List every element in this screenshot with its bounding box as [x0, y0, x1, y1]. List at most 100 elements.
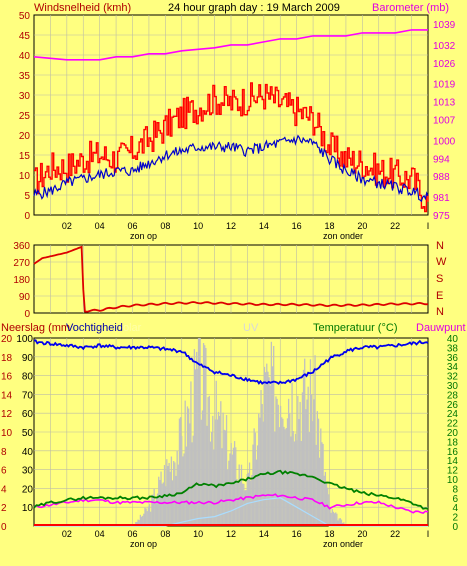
solar-bar [150, 511, 152, 526]
temperature-y-tick-label: 26 [447, 400, 459, 411]
solar-bar [196, 351, 198, 526]
x-tick-label: 20 [357, 529, 367, 539]
solar-bar [264, 372, 267, 526]
solar-bar [228, 460, 230, 526]
solar-bar [232, 447, 235, 526]
solar-bar [207, 397, 209, 526]
barometer-y-tick-label: 1032 [433, 41, 456, 52]
solar-bar [165, 486, 167, 526]
compass-letter: E [436, 290, 443, 302]
solar-label: olar [123, 322, 142, 334]
vochtigheid-label: Vochtigheid [66, 322, 123, 334]
x-tick-label: 08 [160, 529, 170, 539]
compass-letter: N [436, 306, 444, 318]
solar-bar [176, 450, 178, 526]
solar-bar [136, 521, 138, 526]
rain-y-tick-label: 16 [1, 372, 13, 383]
temperature-y-tick-label: 0 [452, 522, 458, 533]
rain-y-tick-label: 6 [1, 466, 7, 477]
solar-bar [223, 429, 225, 526]
temperatuur-label: Temperatuur (°C) [313, 322, 397, 334]
wind-y-tick-label: 40 [19, 51, 31, 62]
solar-bar [276, 398, 278, 526]
barometer-y-tick-label: 1007 [433, 115, 456, 126]
solar-bar [252, 444, 254, 526]
rain-y-tick-label: 8 [1, 447, 7, 458]
solar-bar [231, 454, 233, 526]
solar-bar [142, 515, 144, 526]
wind-y-tick-label: 45 [19, 31, 31, 42]
solar-bar [162, 482, 165, 526]
rain-y-tick-label: 4 [1, 484, 7, 495]
solar-bar [153, 488, 155, 526]
solar-bar [156, 493, 159, 526]
solar-bar [219, 415, 221, 526]
solar-bar [301, 392, 304, 526]
x-tick-label: I [427, 221, 430, 231]
solar-bar [306, 399, 308, 526]
solar-bar [318, 457, 321, 526]
solar-bar [155, 497, 158, 526]
wind-y-tick-label: 30 [19, 91, 31, 102]
solar-bar [251, 475, 253, 526]
solar-bar [158, 476, 160, 526]
solar-bar [332, 511, 335, 526]
solar-bar [225, 415, 228, 526]
temperature-y-tick-label: 2 [452, 513, 458, 524]
rain-y-tick-label: 20 [1, 334, 13, 345]
solar-bar [337, 520, 339, 526]
temperature-y-tick-label: 8 [452, 484, 458, 495]
solar-bar [199, 338, 201, 526]
solar-bar [310, 394, 313, 526]
solar-bar [146, 511, 148, 526]
solar-bar [198, 338, 200, 526]
solar-bar [312, 421, 314, 526]
solar-bar [335, 512, 337, 526]
solar-bar [200, 419, 202, 526]
solar-bar [205, 347, 207, 526]
temperature-y-tick-label: 22 [447, 419, 459, 430]
sunset-label-bottom: zon onder [323, 539, 363, 549]
solar-bar [278, 427, 281, 526]
x-tick-label: 18 [324, 529, 334, 539]
solar-bar [181, 435, 183, 526]
solar-bar [184, 400, 186, 526]
compass-letter: N [436, 240, 444, 252]
solar-bar [339, 518, 341, 526]
humidity-x-axis: 02 04 06 08 10 12 14 16 18 20 22 I [62, 529, 429, 539]
solar-bar [307, 386, 309, 526]
solar-bar [325, 483, 328, 526]
solar-bar [256, 445, 259, 526]
solar-bar [271, 366, 274, 526]
solar-bar [267, 371, 269, 526]
solar-bar [340, 519, 343, 526]
humidity-y-tick-label: 10 [22, 503, 34, 514]
humidity-y-tick-label: 100 [16, 334, 33, 345]
humidity-y-tick-label: 20 [22, 484, 34, 495]
humidity-line [33, 339, 429, 385]
rain-y-tick-label: 18 [1, 353, 13, 364]
direction-series [33, 245, 429, 313]
solar-bar [227, 469, 229, 526]
solar-bar [138, 520, 140, 526]
solar-bar [213, 449, 215, 526]
solar-bar [304, 358, 306, 526]
solar-bar [284, 429, 286, 526]
wind-y-tick-label: 50 [19, 11, 31, 22]
solar-bar [317, 418, 320, 526]
solar-bar [239, 481, 242, 526]
solar-bar [206, 425, 208, 526]
solar-bar [222, 412, 224, 526]
solar-bar [294, 433, 297, 526]
chart-title: 24 hour graph day : 19 March 2009 [168, 2, 340, 14]
solar-bar [151, 494, 153, 526]
x-tick-label: 16 [292, 529, 302, 539]
x-tick-label: 20 [357, 221, 367, 231]
solar-bar [258, 413, 260, 526]
solar-bar [244, 490, 246, 526]
sunrise-label: zon op [130, 231, 157, 241]
wind-direction-line [33, 245, 429, 313]
humidity-grid [34, 338, 428, 526]
solar-bar [298, 419, 300, 526]
